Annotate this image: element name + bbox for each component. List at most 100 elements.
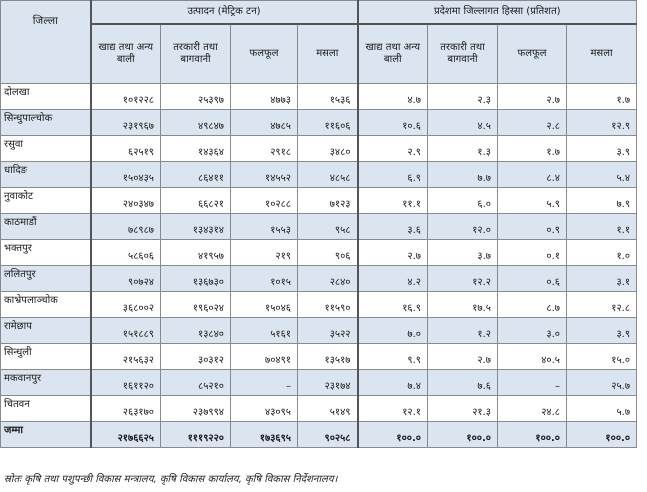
production-veg-cell: ३०३१२ <box>160 343 231 370</box>
production-food-cell: १६११२० <box>90 369 161 396</box>
share-fruit-cell: ०.९ <box>497 213 567 240</box>
share-spice-header: मसला <box>565 23 638 84</box>
production-veg-cell: २३७९९४ <box>160 395 231 422</box>
share-spice-cell: ३.९ <box>565 135 638 162</box>
production-spice-cell: ९०६ <box>297 239 359 266</box>
production-spice-cell: ३५२२ <box>297 317 359 344</box>
production-veg-cell: १३६७३० <box>160 265 231 292</box>
table-row: दोलखा १०१२२८ २५३९७ ४७७३ १५३६ ४.७ २.३ २.७ १.७ <box>0 83 638 110</box>
share-veg-cell: २१.३ <box>427 395 498 422</box>
share-veg-cell: २.७ <box>427 343 498 370</box>
production-fruit-cell: २९१८ <box>230 135 298 162</box>
share-veg-cell: १.२ <box>427 317 498 344</box>
share-food-cell: १२.१ <box>357 395 428 422</box>
table-row: ललितपुर ९०७२४ १३६७३० १०१५ २८४० ४.२ १२.२ ०.६ ३.१ <box>0 265 638 292</box>
table-row: काभ्रेपलाञ्चोक ३६८००२ १९६०२४ १५०४६ ११५९० १६.९… <box>0 291 638 318</box>
share-spice-cell: ३.१ <box>565 265 638 292</box>
table-body: दोलखा १०१२२८ २५३९७ ४७७३ १५३६ ४.७ २.३ २.७ १.७ सिन्… <box>0 83 638 448</box>
share-spice-cell: १.१ <box>565 213 638 240</box>
production-food-cell: ५८६०६ <box>90 239 161 266</box>
district-name-cell: सिन्धुपाल्चोक <box>0 109 92 136</box>
share-food-cell: ३.६ <box>357 213 428 240</box>
production-veg-cell: १११९२२० <box>160 421 231 448</box>
share-fruit-cell: ५.९ <box>497 187 567 214</box>
share-food-cell: ११.१ <box>357 187 428 214</box>
production-spice-header: मसला <box>297 23 359 84</box>
district-name-cell: ललितपुर <box>0 265 92 292</box>
district-header: जिल्ला <box>0 0 92 84</box>
production-veg-cell: १३८४० <box>160 317 231 344</box>
share-fruit-cell: १.७ <box>497 135 567 162</box>
district-name-cell: रसुवा <box>0 135 92 162</box>
share-fruit-cell: २४.८ <box>497 395 567 422</box>
share-group-header: प्रदेशमा जिल्लागत हिस्सा (प्रतिशत) <box>356 0 638 25</box>
production-spice-cell: ७१२३ <box>297 187 359 214</box>
production-veg-cell: ८६४११ <box>160 161 231 188</box>
share-veg-cell: ३.७ <box>427 239 498 266</box>
share-fruit-cell: ८.७ <box>497 291 567 318</box>
production-veg-cell: १३४३१४ <box>160 213 231 240</box>
share-spice-cell: १.७ <box>565 83 638 110</box>
production-food-cell: १०१२२८ <box>90 83 161 110</box>
production-food-cell: २१७६६२५ <box>90 421 161 448</box>
production-fruit-cell: ४७८५ <box>230 109 298 136</box>
production-fruit-cell: – <box>230 369 298 396</box>
share-spice-cell: १५.० <box>565 343 638 370</box>
production-fruit-cell: ७०४९१ <box>230 343 298 370</box>
share-fruit-cell: ०.६ <box>497 265 567 292</box>
district-name-cell: जम्मा <box>0 421 92 448</box>
table-row: नुवाकोट २४०३४७ ६६८२१ १०२८८ ७१२३ ११.१ ६.० ५.९ ७.९ <box>0 187 638 214</box>
table-row: मकवानपुर १६११२० ८५२१०–२३१७४ ७.४ ७.६–२५.७ <box>0 369 638 396</box>
production-food-cell: ७८९८७ <box>90 213 161 240</box>
district-name-cell: काठमाडौं <box>0 213 92 240</box>
share-fruit-cell: ३.० <box>497 317 567 344</box>
share-fruit-cell: २.८ <box>497 109 567 136</box>
production-spice-cell: १३५१७ <box>297 343 359 370</box>
district-name-cell: सिन्धुली <box>0 343 92 370</box>
production-fruit-cell: ५१६१ <box>230 317 298 344</box>
share-spice-cell: ३.९ <box>565 317 638 344</box>
share-fruit-cell: १००.० <box>497 421 567 448</box>
table-row: सिन्धुली २१५६३२ ३०३१२ ७०४९१ १३५१७ ९.९ २.७ ४०.५ १… <box>0 343 638 370</box>
share-spice-cell: ७.९ <box>565 187 638 214</box>
share-food-cell: १६.९ <box>357 291 428 318</box>
share-veg-cell: ४.५ <box>427 109 498 136</box>
district-name-cell: धादिङ <box>0 161 92 188</box>
district-name-cell: मकवानपुर <box>0 369 92 396</box>
share-veg-cell: २.३ <box>427 83 498 110</box>
production-fruit-header: फलफूल <box>230 23 298 84</box>
production-veg-cell: १४३६४ <box>160 135 231 162</box>
district-name-cell: रामेछाप <box>0 317 92 344</box>
share-food-cell: २.७ <box>357 239 428 266</box>
table-row: भक्तपुर ५८६०६ ४१९५७ २१९ ९०६ २.७ ३.७ ०.१ १.० <box>0 239 638 266</box>
share-food-cell: २.९ <box>357 135 428 162</box>
production-spice-cell: १५३६ <box>297 83 359 110</box>
share-fruit-cell: ४०.५ <box>497 343 567 370</box>
table-row: रामेछाप १५१८८९ १३८४० ५१६१ ३५२२ ७.० १.२ ३.० ३.९ <box>0 317 638 344</box>
district-name-cell: नुवाकोट <box>0 187 92 214</box>
district-name-cell: भक्तपुर <box>0 239 92 266</box>
production-veg-cell: ४९८४७ <box>160 109 231 136</box>
share-fruit-cell: – <box>497 369 567 396</box>
share-spice-cell: १.० <box>565 239 638 266</box>
production-food-cell: १५०४३५ <box>90 161 161 188</box>
production-food-cell: ६२५१९ <box>90 135 161 162</box>
share-food-cell: १०.६ <box>357 109 428 136</box>
share-spice-cell: ५.४ <box>565 161 638 188</box>
share-spice-cell: १२.९ <box>565 109 638 136</box>
production-food-cell: ९०७२४ <box>90 265 161 292</box>
table-row: रसुवा ६२५१९ १४३६४ २९१८ ३४८० २.९ १.३ १.७ ३.९ <box>0 135 638 162</box>
table-row: चितवन २६३१७० २३७९९४ ४३०९५ ५१४९ १२.१ २१.३ २४.८ ५.… <box>0 395 638 422</box>
share-spice-cell: १२.८ <box>565 291 638 318</box>
share-veg-cell: १२.० <box>427 213 498 240</box>
source-note: स्रोतः कृषि तथा पशुपन्छी विकास मन्त्रालय… <box>4 474 338 485</box>
share-veg-header: तरकारी तथा बागवानी <box>427 23 498 84</box>
share-food-header: खाद्य तथा अन्य बाली <box>357 23 428 84</box>
production-spice-cell: २८४० <box>297 265 359 292</box>
share-food-cell: ९.९ <box>357 343 428 370</box>
production-veg-header: तरकारी तथा बागवानी <box>160 23 231 84</box>
share-fruit-cell: ०.१ <box>497 239 567 266</box>
share-veg-cell: १२.२ <box>427 265 498 292</box>
production-group-header: उत्पादन (मेट्रिक टन) <box>90 0 359 25</box>
share-veg-cell: ६.० <box>427 187 498 214</box>
